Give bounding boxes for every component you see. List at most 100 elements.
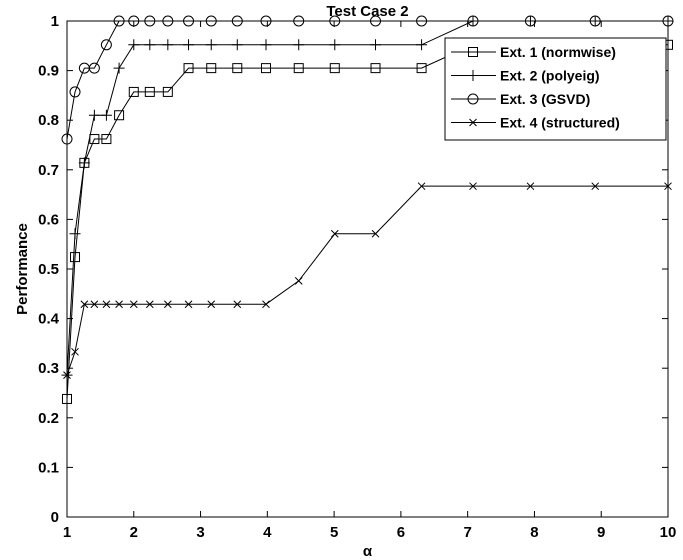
data-point xyxy=(330,229,339,238)
y-tick-label: 0.1 xyxy=(38,459,59,476)
legend-item: Ext. 1 (normwise) xyxy=(451,44,616,60)
data-point xyxy=(100,39,112,51)
data-point xyxy=(231,39,243,51)
data-point xyxy=(115,300,123,309)
data-point xyxy=(293,63,304,74)
legend-marker xyxy=(469,118,477,127)
data-point xyxy=(62,393,72,404)
legend-marker xyxy=(467,93,479,105)
axis-ticks: 1 2 3 4 5 6 7 8 9 10 0 0.1 0.2 0.3 0.4 0.5 0.6 0.7 0.8 0.9 1 xyxy=(38,13,676,541)
legend-label: Ext. 2 (polyeig) xyxy=(500,68,600,84)
chart-title: Test Case 2 xyxy=(326,3,408,20)
data-point xyxy=(144,15,156,27)
data-point xyxy=(144,86,155,97)
data-point xyxy=(80,300,89,309)
data-point xyxy=(260,15,272,27)
legend-item: Ext. 2 (polyeig) xyxy=(451,68,600,84)
legend: Ext. 1 (normwise) Ext. 2 (polyeig) Ext. 3 … xyxy=(444,37,667,141)
series-4 xyxy=(63,182,672,379)
data-point xyxy=(232,63,243,74)
data-point xyxy=(205,39,217,51)
data-point xyxy=(591,182,600,191)
data-point xyxy=(129,300,138,309)
data-point xyxy=(183,63,194,74)
data-point xyxy=(207,300,216,309)
data-point xyxy=(260,63,271,74)
legend-label: Ext. 3 (GSVD) xyxy=(500,91,590,107)
data-point xyxy=(231,15,243,27)
y-tick-label: 0.4 xyxy=(38,311,60,328)
data-point xyxy=(183,15,195,27)
data-point xyxy=(370,39,382,51)
x-tick-label: 10 xyxy=(660,524,677,541)
legend-marker xyxy=(467,70,479,81)
y-tick-label: 0.3 xyxy=(38,360,59,377)
legend-item: Ext. 3 (GSVD) xyxy=(451,91,590,107)
x-tick-label: 6 xyxy=(397,524,405,541)
data-point xyxy=(371,229,380,238)
x-tick-label: 4 xyxy=(263,524,272,541)
data-point xyxy=(113,15,125,27)
x-tick-label: 3 xyxy=(196,524,204,541)
series-2 xyxy=(61,15,674,381)
data-point xyxy=(293,15,305,27)
data-point xyxy=(664,182,672,191)
data-point xyxy=(329,63,340,74)
series-layer xyxy=(61,15,674,404)
legend-label: Ext. 1 (normwise) xyxy=(500,44,616,60)
data-point xyxy=(205,15,217,27)
x-tick-label: 9 xyxy=(597,524,605,541)
legend-label: Ext. 4 (structured) xyxy=(500,115,620,131)
data-point xyxy=(370,63,381,74)
data-point xyxy=(61,133,73,145)
data-point xyxy=(589,15,601,27)
series-line xyxy=(66,185,668,376)
x-tick-label: 5 xyxy=(330,524,338,541)
data-point xyxy=(71,347,79,356)
data-point xyxy=(88,62,100,74)
y-tick-label: 0.6 xyxy=(38,211,59,228)
data-point xyxy=(114,110,125,121)
series-3 xyxy=(61,15,674,145)
data-point xyxy=(101,134,112,145)
legend-item: Ext. 4 (structured) xyxy=(451,115,620,131)
data-point xyxy=(128,15,140,27)
data-point xyxy=(144,39,156,51)
y-tick-label: 0.9 xyxy=(38,63,59,80)
series-line xyxy=(66,20,668,140)
data-point xyxy=(233,300,242,309)
data-point xyxy=(113,62,125,74)
x-tick-label: 7 xyxy=(463,524,471,541)
data-point xyxy=(184,300,193,309)
data-point xyxy=(329,15,341,27)
x-tick-label: 2 xyxy=(130,524,138,541)
data-point xyxy=(524,15,536,27)
data-point xyxy=(469,182,477,191)
data-point xyxy=(145,300,154,309)
y-tick-label: 0 xyxy=(51,509,59,526)
x-tick-label: 1 xyxy=(63,524,71,541)
y-tick-label: 0.7 xyxy=(38,162,59,179)
data-point xyxy=(102,300,111,309)
data-point xyxy=(90,300,99,309)
data-point xyxy=(70,252,81,263)
data-point xyxy=(260,39,272,51)
data-point xyxy=(69,228,81,240)
y-tick-label: 1 xyxy=(51,13,59,30)
data-point xyxy=(370,15,382,27)
data-point xyxy=(294,277,303,285)
data-point xyxy=(63,371,71,379)
data-point xyxy=(467,15,479,27)
data-point xyxy=(293,39,305,51)
data-point xyxy=(162,86,173,97)
data-point xyxy=(163,300,172,309)
data-point xyxy=(416,39,428,51)
data-point xyxy=(162,39,174,51)
y-tick-label: 0.5 xyxy=(38,261,59,278)
data-point xyxy=(78,157,90,169)
data-point xyxy=(416,15,428,27)
data-point xyxy=(526,182,535,191)
data-point xyxy=(100,109,112,121)
